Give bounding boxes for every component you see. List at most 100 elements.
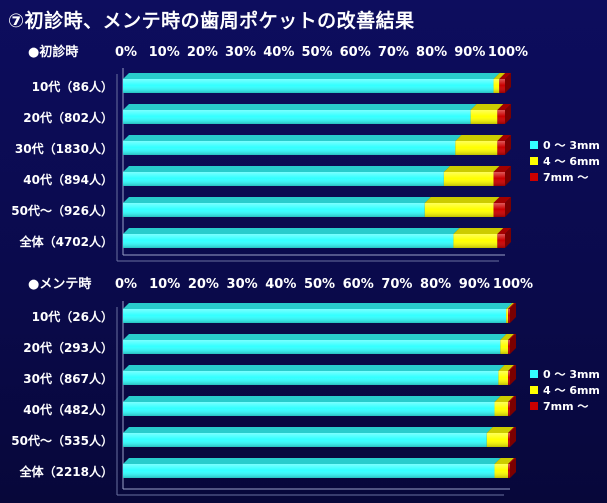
legend-label: 0 〜 3mm [543, 368, 600, 381]
bar-segment [123, 104, 477, 124]
bar-segment-sheen [508, 402, 510, 416]
tick-label: 10% [149, 277, 180, 292]
bar-segment [123, 334, 507, 354]
bar-segment-sheen [470, 110, 498, 124]
category-label: 50代〜（535人） [11, 433, 113, 448]
bar-row: 40代（482人） [23, 396, 516, 417]
bar-segment-sheen [123, 203, 425, 217]
bar-segment-sheen [486, 433, 509, 447]
bar-segment-sheen [123, 340, 501, 354]
category-label: 20代（293人） [23, 340, 113, 355]
chart-maintenance: ●メンテ時 0% 10% 20% 30% 40% 50% 60% 70% 80% 90% 100% 10… [11, 276, 600, 496]
bar-segment-top [506, 303, 515, 309]
bar-segment [508, 458, 516, 478]
bar-row: 10代（86人） [32, 73, 511, 94]
tick-label: 40% [263, 45, 294, 60]
bar-segment-sheen [508, 464, 510, 478]
bar-segment [508, 396, 516, 416]
bar-segment-sheen [498, 371, 509, 385]
bar-segment-top [508, 427, 516, 433]
tick-label: 30% [227, 277, 258, 292]
category-label: 10代（26人） [32, 309, 113, 324]
legend-swatch [530, 173, 538, 181]
bar-segment-sheen [493, 172, 505, 186]
bar-segment [494, 396, 515, 416]
bar-segment [424, 197, 500, 217]
legend-swatch [530, 141, 538, 149]
bar-segment-sheen [506, 309, 509, 323]
bar-segment [508, 334, 516, 354]
bar-segment [508, 427, 516, 447]
tick-label: 70% [378, 45, 409, 60]
bar-segment-sheen [123, 309, 507, 323]
tick-label: 90% [459, 277, 490, 292]
bar-segment-side [505, 197, 511, 217]
bar-segment-side [505, 73, 511, 93]
chart-initial: ●初診時 0% 10% 20% 30% 40% 50% 60% 70% 80% 90% 100% 10代… [11, 44, 600, 262]
bar-segment-side [510, 334, 516, 354]
legend-label: 0 〜 3mm [543, 139, 600, 152]
bar-row: 10代（26人） [32, 303, 516, 324]
bar-segment-sheen [424, 203, 494, 217]
category-label: 40代（894人） [23, 172, 113, 187]
category-label: 全体（2218人） [19, 464, 113, 479]
chart-title: ●初診時 [28, 44, 78, 60]
bar-segment-top [494, 396, 515, 402]
legend-entry: 0 〜 3mm [530, 139, 600, 152]
bar-segment-top [493, 197, 511, 203]
bar-segment-top [508, 365, 516, 371]
bar-segment-top [123, 334, 507, 340]
bar-segment-sheen [499, 79, 505, 93]
legend-label: 7mm 〜 [543, 400, 588, 413]
bar-segment-side [510, 458, 516, 478]
tick-label: 90% [454, 45, 485, 60]
bar-segment [508, 365, 516, 385]
bar-segment-side [510, 427, 516, 447]
bar-segment [123, 197, 431, 217]
bar-segment-sheen [123, 234, 454, 248]
legend-label: 7mm 〜 [543, 171, 588, 184]
bar-segment [497, 135, 511, 155]
bar-segment [470, 104, 504, 124]
tick-label: 80% [416, 45, 447, 60]
bar-segment [123, 458, 501, 478]
bar-segment-side [505, 135, 511, 155]
bar-segment-top [493, 73, 506, 79]
tick-label: 70% [381, 277, 412, 292]
bar-segment [497, 228, 511, 248]
bar-row: 20代（293人） [23, 334, 516, 355]
legend-entry: 7mm 〜 [530, 171, 588, 184]
bar-segment-top [497, 135, 511, 141]
bar-segment [499, 73, 511, 93]
bar-segment-sheen [455, 141, 498, 155]
bar-segment-sheen [508, 371, 510, 385]
bar-segment [493, 197, 511, 217]
legend-entry: 7mm 〜 [530, 400, 588, 413]
tick-label: 20% [187, 45, 218, 60]
bar-segment [443, 166, 500, 186]
bar-segment-sheen [497, 141, 505, 155]
bar-segment-sheen [497, 234, 505, 248]
bar-segment [453, 228, 504, 248]
bar-segment-top [508, 458, 516, 464]
main-title: ⑦初診時、メンテ時の歯周ポケットの改善結果 [8, 10, 415, 32]
bar-segment-top [508, 303, 516, 309]
bar-segment-top [497, 104, 511, 110]
bar-segment-side [510, 365, 516, 385]
bar-segment [123, 135, 462, 155]
bar-segment-top [123, 104, 477, 110]
category-label: 10代（86人） [32, 79, 113, 94]
legend-label: 4 〜 6mm [543, 384, 600, 397]
bar-segment [506, 303, 515, 323]
category-label: 40代（482人） [23, 402, 113, 417]
bar-segment-top [508, 334, 516, 340]
legend-entry: 4 〜 6mm [530, 384, 600, 397]
bar-segment [493, 73, 506, 93]
bar-segment [123, 365, 505, 385]
category-label: 20代（802人） [23, 110, 113, 125]
bar-segment-sheen [123, 141, 456, 155]
bar-segment-top [123, 166, 450, 172]
bar-segment-top [424, 197, 500, 203]
bar-segment-sheen [500, 340, 509, 354]
